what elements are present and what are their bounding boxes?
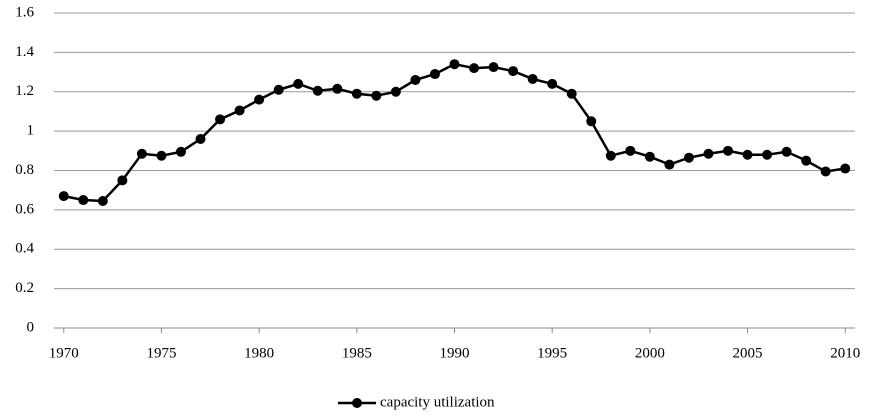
- data-point: [664, 159, 675, 170]
- data-point: [586, 116, 597, 127]
- y-tick-label: 0.6: [15, 201, 34, 217]
- data-point: [469, 63, 480, 74]
- data-point: [625, 145, 636, 156]
- x-tick-label: 2010: [830, 345, 860, 361]
- x-tick-label: 1975: [146, 345, 176, 361]
- data-point: [195, 134, 206, 144]
- data-point: [644, 151, 655, 162]
- x-tick-label: 1995: [537, 345, 567, 361]
- data-point: [547, 78, 558, 89]
- data-point: [508, 66, 519, 77]
- y-tick-label: 1.4: [15, 44, 34, 60]
- x-tick-label: 1990: [440, 345, 470, 361]
- data-point: [175, 146, 186, 157]
- data-point: [136, 148, 147, 159]
- y-tick-label: 1.2: [15, 83, 34, 99]
- data-point: [488, 62, 499, 73]
- data-point: [410, 74, 421, 85]
- data-point: [117, 175, 128, 186]
- data-point: [390, 86, 401, 97]
- data-point: [762, 149, 773, 160]
- data-point: [781, 146, 792, 157]
- data-point: [723, 145, 734, 156]
- data-point: [703, 148, 714, 159]
- data-point: [351, 88, 362, 99]
- y-tick-label: 0.2: [15, 280, 34, 296]
- data-point: [840, 163, 851, 174]
- x-tick-label: 1985: [342, 345, 372, 361]
- data-point: [273, 84, 284, 95]
- data-point: [449, 59, 460, 70]
- legend-marker: [352, 398, 362, 408]
- data-point: [215, 114, 226, 125]
- data-point: [683, 152, 694, 163]
- data-point: [742, 149, 753, 160]
- data-point: [234, 105, 245, 116]
- y-tick-label: 0.4: [15, 241, 34, 257]
- series-line: [63, 62, 846, 203]
- x-tick-label: 2000: [635, 345, 665, 361]
- data-point: [156, 150, 167, 161]
- y-tick-label: 1: [27, 123, 35, 139]
- data-point: [527, 73, 538, 84]
- data-point: [254, 94, 265, 105]
- data-point: [820, 166, 831, 177]
- y-tick-label: 1.6: [15, 4, 34, 20]
- data-point: [312, 85, 323, 96]
- data-point: [332, 83, 343, 94]
- y-tick-label: 0: [27, 319, 35, 335]
- x-tick-label: 1970: [49, 345, 79, 361]
- data-point: [371, 90, 382, 101]
- x-tick-label: 2005: [733, 345, 763, 361]
- data-point: [566, 88, 577, 99]
- y-tick-label: 0.8: [15, 162, 34, 178]
- x-tick-label: 1980: [244, 345, 274, 361]
- legend-label: capacity utilization: [380, 394, 495, 410]
- data-point: [78, 195, 89, 206]
- data-point: [605, 150, 616, 161]
- data-point: [801, 155, 812, 166]
- data-point: [97, 196, 108, 207]
- data-point: [293, 78, 304, 89]
- data-point: [58, 191, 69, 202]
- data-point: [429, 69, 440, 80]
